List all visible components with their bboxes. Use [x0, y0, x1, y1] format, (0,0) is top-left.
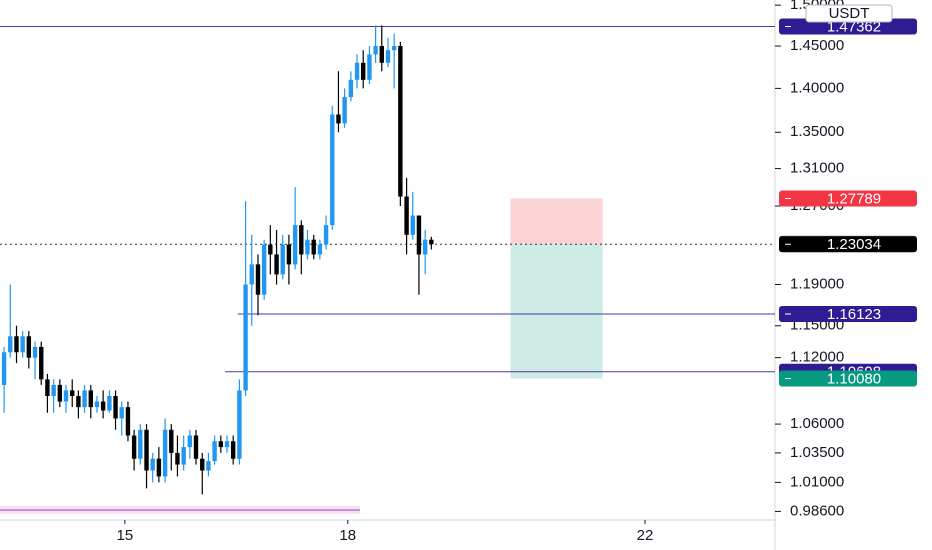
- candle-body: [261, 244, 267, 295]
- candle-body: [361, 62, 366, 80]
- y-tick-label: 1.12000: [790, 349, 844, 366]
- y-tick-label: 1.45000: [790, 37, 844, 54]
- candle-body: [8, 336, 13, 353]
- candle-body: [336, 114, 341, 124]
- y-tick-label: 1.31000: [790, 160, 844, 177]
- candle-body: [280, 244, 285, 275]
- y-tick-label: 1.19000: [790, 275, 844, 292]
- price-badge: [779, 370, 917, 387]
- candle-body: [299, 225, 304, 255]
- candle-body: [119, 407, 124, 419]
- candle-body: [323, 225, 329, 245]
- price-badge: [779, 18, 917, 35]
- candle-body: [162, 429, 168, 477]
- candle-body: [206, 461, 211, 471]
- candle-body: [26, 336, 32, 358]
- candle-body: [422, 239, 428, 255]
- candle-body: [373, 46, 378, 55]
- candle-body: [193, 435, 199, 459]
- candle-body: [131, 435, 137, 459]
- candle-body: [57, 384, 63, 402]
- candle-body: [311, 239, 316, 255]
- candle-body: [255, 264, 261, 295]
- candle-body: [51, 384, 56, 396]
- candle-body: [429, 239, 434, 245]
- y-tick-label: 0.98600: [790, 502, 844, 519]
- candle-body: [94, 401, 100, 408]
- y-tick-label: 1.06000: [790, 415, 844, 432]
- target-zone: [510, 244, 603, 379]
- candle-body: [367, 54, 372, 80]
- candle-body: [292, 225, 298, 265]
- candle-body: [88, 390, 94, 408]
- candle-body: [107, 395, 112, 411]
- candle-body: [70, 390, 75, 396]
- candle-body: [144, 429, 149, 471]
- candle-body: [113, 395, 118, 419]
- price-badge-label: 1.27789: [827, 190, 881, 207]
- currency-box: [805, 4, 893, 23]
- candle-body: [391, 46, 397, 51]
- candle-body: [348, 79, 354, 98]
- candle-body: [1, 352, 7, 385]
- candle-body: [218, 441, 224, 448]
- candle-body: [410, 215, 415, 235]
- y-tick-label: 1.03500: [790, 444, 844, 461]
- price-badge: [779, 190, 917, 207]
- candle-body: [200, 458, 205, 471]
- candle-body: [354, 62, 360, 80]
- x-tick-label: 22: [637, 527, 654, 544]
- y-tick-label: 1.35000: [790, 123, 844, 140]
- candle-body: [404, 196, 409, 235]
- candle-body: [237, 390, 242, 459]
- candle-body: [317, 244, 323, 255]
- candle-body: [125, 407, 131, 436]
- candle-body: [385, 50, 391, 63]
- price-badge-label: 1.16123: [827, 306, 881, 323]
- candle-body: [20, 336, 25, 353]
- candle-body: [224, 441, 230, 448]
- candle-body: [342, 97, 347, 124]
- candle-body: [14, 336, 19, 353]
- candle-body: [243, 284, 248, 391]
- y-tick-label: 1.40000: [790, 79, 844, 96]
- price-badge-label: 1.47362: [827, 19, 881, 36]
- candle-body: [230, 441, 236, 459]
- candle-body: [169, 429, 174, 453]
- candle-body: [82, 390, 87, 408]
- stop-zone: [510, 198, 603, 245]
- price-badge: [779, 236, 917, 253]
- candle-body: [305, 239, 310, 255]
- candle-body: [156, 458, 162, 477]
- candle-body: [138, 429, 143, 459]
- x-tick-label: 18: [339, 527, 356, 544]
- candle-body: [175, 452, 180, 465]
- candle-body: [32, 346, 38, 358]
- price-badge-label: 1.10080: [827, 370, 881, 387]
- candle-body: [100, 401, 106, 411]
- candle-body: [416, 215, 422, 255]
- candle-body: [45, 379, 50, 396]
- candle-body: [249, 264, 254, 285]
- y-tick-label: 1.01000: [790, 473, 844, 490]
- candle-body: [76, 395, 81, 408]
- candle-body: [274, 254, 279, 275]
- price-badge: [779, 306, 917, 323]
- currency-label: USDT: [829, 5, 870, 22]
- candle-body: [398, 46, 403, 197]
- x-tick-label: 15: [116, 527, 133, 544]
- candle-body: [268, 244, 273, 255]
- candle-body: [39, 346, 44, 380]
- candle-body: [187, 435, 193, 448]
- candle-body: [150, 458, 155, 471]
- candle-body: [212, 441, 217, 462]
- candle-body: [379, 46, 384, 63]
- candle-body: [330, 114, 335, 226]
- candle-body: [63, 390, 69, 402]
- price-badge-label: 1.23034: [827, 236, 881, 253]
- candle-body: [181, 447, 186, 465]
- candle-body: [286, 244, 292, 265]
